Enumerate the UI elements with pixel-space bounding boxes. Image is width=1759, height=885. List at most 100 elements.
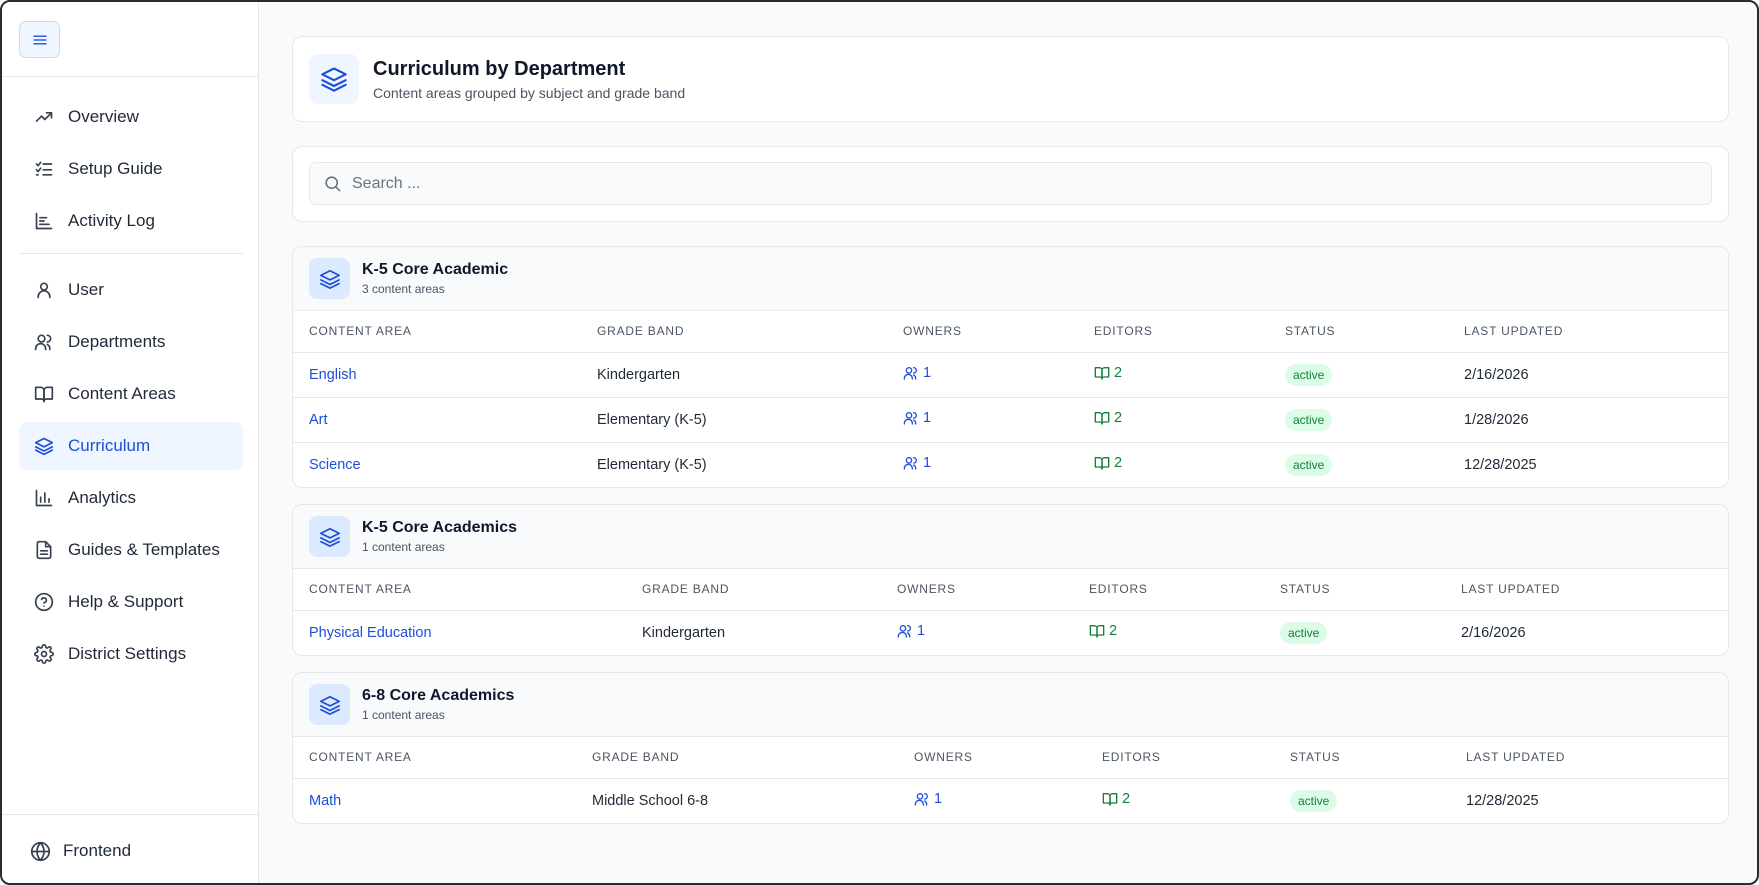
column-header-owners[interactable]: OWNERS [881, 569, 1073, 611]
column-header-status[interactable]: STATUS [1274, 737, 1450, 779]
editors-count[interactable]: 2 [1094, 365, 1122, 381]
menu-icon [32, 35, 47, 44]
content-area-link[interactable]: Math [293, 778, 576, 823]
owners-value: 1 [917, 622, 926, 639]
column-header-last-updated[interactable]: LAST UPDATED [1448, 311, 1728, 353]
search-input[interactable] [352, 174, 1652, 193]
sidebar-item-user[interactable]: User [19, 266, 243, 314]
sidebar-item-label: Content Areas [68, 384, 176, 403]
column-header-editors[interactable]: EDITORS [1078, 311, 1269, 353]
gear-icon [34, 644, 54, 664]
column-header-status[interactable]: STATUS [1269, 311, 1448, 353]
sidebar-item-overview[interactable]: Overview [19, 93, 243, 141]
analytics-icon [35, 489, 53, 507]
editors-value: 2 [1109, 622, 1118, 639]
sidebar-item-content-areas[interactable]: Content Areas [19, 370, 243, 418]
layers-icon [319, 269, 340, 289]
layers-icon [319, 695, 340, 715]
content-areas-table: CONTENT AREA GRADE BAND OWNERS EDITORS S… [293, 569, 1728, 655]
column-header-last-updated[interactable]: LAST UPDATED [1450, 737, 1728, 779]
sidebar-footer-frontend[interactable]: Frontend [2, 814, 258, 883]
globe-icon [30, 841, 51, 861]
sidebar-item-guides-templates[interactable]: Guides & Templates [19, 526, 243, 574]
editors-value: 2 [1114, 409, 1123, 426]
table-row[interactable]: Physical Education Kindergarten 1 2 acti… [293, 610, 1728, 655]
sidebar-item-activity-log[interactable]: Activity Log [19, 197, 243, 245]
column-header-grade-band[interactable]: GRADE BAND [581, 311, 887, 353]
column-header-content-area[interactable]: CONTENT AREA [293, 569, 626, 611]
content-area-link[interactable]: English [293, 352, 581, 398]
owners-cell: 1 [887, 352, 1078, 398]
column-header-content-area[interactable]: CONTENT AREA [293, 737, 576, 779]
menu-toggle-button[interactable] [19, 21, 60, 58]
sidebar-item-departments[interactable]: Departments [19, 318, 243, 366]
owners-count[interactable]: 1 [903, 455, 931, 471]
page-subtitle: Content areas grouped by subject and gra… [373, 84, 686, 101]
sidebar-footer-label: Frontend [63, 841, 132, 860]
column-header-grade-band[interactable]: GRADE BAND [626, 569, 881, 611]
sidebar-header [2, 2, 258, 77]
table-row[interactable]: Science Elementary (K-5) 1 2 active 12/2… [293, 442, 1728, 487]
content-area-link[interactable]: Physical Education [293, 610, 626, 655]
column-header-status[interactable]: STATUS [1264, 569, 1445, 611]
sidebar-item-setup-guide[interactable]: Setup Guide [19, 145, 243, 193]
book-icon [1102, 792, 1118, 806]
trending-up-icon [35, 112, 53, 122]
sidebar-item-label: Help & Support [68, 592, 184, 611]
last-updated: 2/16/2026 [1445, 610, 1728, 655]
content-areas-table: CONTENT AREA GRADE BAND OWNERS EDITORS S… [293, 737, 1728, 823]
column-header-owners[interactable]: OWNERS [887, 311, 1078, 353]
owners-count[interactable]: 1 [903, 410, 931, 426]
book-icon [1089, 624, 1105, 638]
editors-cell: 2 [1078, 442, 1269, 487]
column-header-editors[interactable]: EDITORS [1073, 569, 1264, 611]
layers-icon [34, 437, 54, 456]
owners-value: 1 [923, 409, 932, 426]
book-icon [1094, 366, 1110, 380]
column-header-grade-band[interactable]: GRADE BAND [576, 737, 898, 779]
table-row[interactable]: Math Middle School 6-8 1 2 active 12/28/… [293, 778, 1728, 823]
owners-cell: 1 [898, 778, 1086, 823]
column-header-editors[interactable]: EDITORS [1086, 737, 1274, 779]
table-header-row: CONTENT AREA GRADE BAND OWNERS EDITORS S… [293, 737, 1728, 779]
content-area-link[interactable]: Art [293, 397, 581, 443]
sidebar-item-district-settings[interactable]: District Settings [19, 630, 243, 678]
editors-count[interactable]: 2 [1094, 455, 1122, 471]
owners-count[interactable]: 1 [903, 365, 931, 381]
column-header-owners[interactable]: OWNERS [898, 737, 1086, 779]
layers-icon [321, 67, 347, 92]
status-badge: active [1285, 363, 1333, 386]
column-header-last-updated[interactable]: LAST UPDATED [1445, 569, 1728, 611]
sidebar-item-help-support[interactable]: Help & Support [19, 578, 243, 626]
users-icon [34, 334, 52, 351]
editors-count[interactable]: 2 [1102, 791, 1130, 807]
sidebar-item-label: Activity Log [68, 211, 155, 230]
sidebar-item-label: User [68, 280, 104, 299]
group-title: K-5 Core Academics [362, 519, 518, 536]
sidebar-item-label: Guides & Templates [68, 540, 220, 559]
bar-chart-icon [35, 212, 53, 230]
sidebar-item-analytics[interactable]: Analytics [19, 474, 243, 522]
book-icon [1094, 411, 1110, 425]
column-header-content-area[interactable]: CONTENT AREA [293, 311, 581, 353]
last-updated: 12/28/2025 [1450, 778, 1728, 823]
table-row[interactable]: Art Elementary (K-5) 1 2 active 1/28/202… [293, 397, 1728, 443]
table-row[interactable]: English Kindergarten 1 2 active 2/16/202… [293, 352, 1728, 398]
editors-count[interactable]: 2 [1094, 410, 1122, 426]
editors-cell: 2 [1078, 352, 1269, 398]
group-subtitle: 3 content areas [362, 282, 445, 296]
status-badge: active [1285, 453, 1333, 476]
content-area-link[interactable]: Science [293, 442, 581, 487]
owners-count[interactable]: 1 [897, 623, 925, 639]
table-header-row: CONTENT AREA GRADE BAND OWNERS EDITORS S… [293, 311, 1728, 353]
users-icon [903, 456, 917, 470]
owners-count[interactable]: 1 [914, 791, 942, 807]
editors-count[interactable]: 2 [1089, 623, 1117, 639]
group-title: K-5 Core Academic [362, 261, 509, 278]
sidebar-nav: Overview Setup Guide Activity Log User D… [19, 93, 243, 682]
sidebar-item-curriculum[interactable]: Curriculum [19, 422, 243, 470]
help-icon [34, 592, 54, 612]
header-icon-box [309, 54, 359, 104]
department-group: K-5 Core Academics 1 content areas CONTE… [292, 504, 1729, 656]
